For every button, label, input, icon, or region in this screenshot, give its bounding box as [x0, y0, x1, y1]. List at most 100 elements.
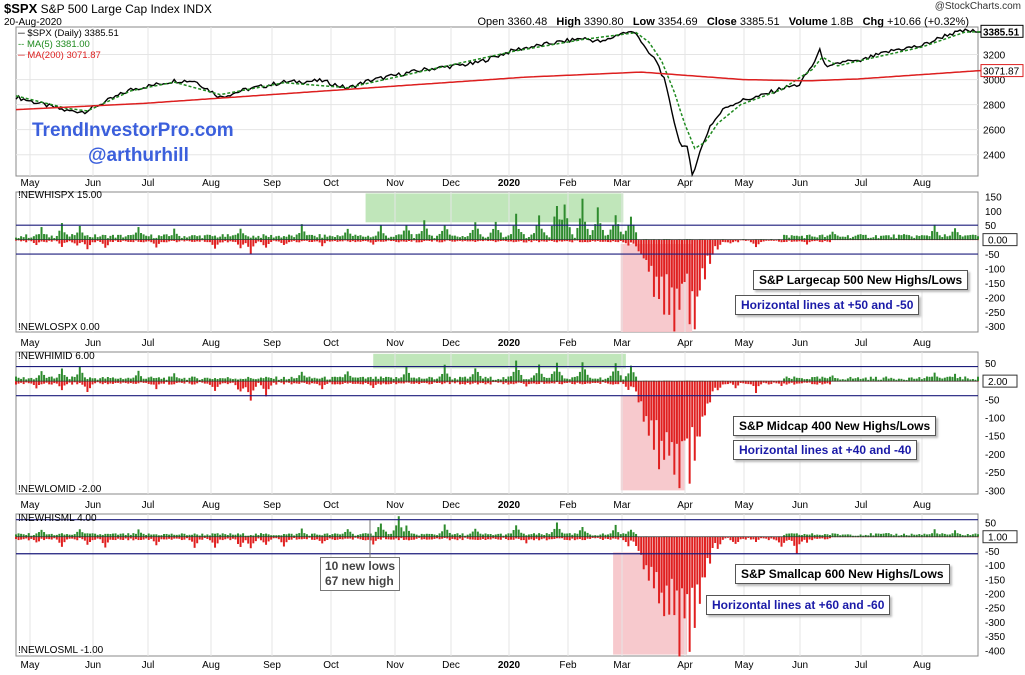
lows-bar — [550, 381, 553, 384]
highs-bar — [43, 374, 46, 382]
lows-bar — [229, 381, 232, 384]
highs-bar — [15, 376, 17, 382]
x-tick-label: Feb — [559, 338, 577, 349]
highs-bar — [203, 535, 206, 537]
lows-bar — [17, 536, 20, 541]
highs-bar — [124, 534, 127, 537]
lows-bar — [124, 381, 127, 384]
brand-handle: @arthurhill — [88, 145, 189, 166]
highs-bar — [43, 234, 46, 240]
highs-bar — [152, 534, 155, 537]
highs-bar — [318, 378, 321, 382]
highs-bar — [461, 236, 464, 240]
highs-bar — [846, 235, 849, 240]
lows-bar — [25, 239, 28, 243]
highs-bar — [45, 234, 48, 240]
highs-bar — [476, 228, 479, 240]
lows-bar — [612, 239, 615, 242]
lows-bar — [683, 239, 686, 283]
highs-bar — [316, 237, 319, 240]
lows-bar — [68, 381, 71, 383]
highs-bar — [89, 236, 91, 240]
lows-bar — [785, 239, 788, 242]
lows-bar — [681, 536, 683, 589]
highs-bar — [109, 534, 112, 537]
highs-bar — [864, 534, 867, 537]
lows-bar — [729, 239, 732, 244]
highs-bar — [938, 534, 941, 537]
lows-bar — [73, 239, 76, 244]
lows-bar — [696, 536, 699, 585]
lows-bar — [627, 381, 630, 390]
highs-bar — [527, 379, 530, 382]
y-tick-label: -50 — [985, 250, 1000, 261]
lows-bar — [122, 239, 125, 241]
y-tick-label: -200 — [985, 590, 1005, 601]
highs-bar — [507, 533, 510, 537]
lows-bar — [765, 381, 768, 384]
highs-bar — [367, 377, 370, 382]
highs-bar — [471, 531, 474, 537]
highs-bar — [512, 371, 515, 382]
lows-bar — [716, 381, 719, 391]
lows-bar — [806, 536, 809, 543]
lows-bar — [369, 536, 372, 541]
highs-bar — [122, 379, 125, 382]
highs-bar — [308, 535, 311, 537]
lows-bar — [816, 381, 819, 385]
lows-bar — [239, 536, 242, 547]
lows-bar — [650, 381, 653, 421]
highs-bar — [428, 376, 431, 382]
highs-bar — [910, 533, 913, 537]
highs-bar — [635, 376, 638, 382]
lows-bar — [673, 381, 676, 475]
highs-bar — [196, 534, 199, 537]
highs-bar — [785, 235, 788, 240]
lows-bar — [512, 536, 515, 540]
lows-bar — [755, 536, 757, 542]
highs-bar — [73, 534, 76, 537]
highs-bar — [58, 533, 61, 537]
highs-bar — [379, 376, 382, 382]
lows-bar — [742, 536, 745, 539]
lows-bar — [374, 536, 377, 541]
highs-bar — [132, 234, 135, 240]
lows-bar — [818, 381, 821, 383]
x-tick-label: Aug — [202, 178, 220, 189]
last-value-box — [980, 24, 1024, 38]
lows-bar — [129, 536, 132, 539]
highs-bar — [859, 534, 862, 537]
exchange: INDX — [183, 2, 212, 16]
highs-bar — [147, 377, 150, 382]
highs-bar — [538, 215, 541, 240]
highs-bar — [410, 234, 413, 240]
x-tick-label: Mar — [613, 500, 631, 511]
lows-bar — [563, 239, 566, 242]
highs-bar — [869, 237, 872, 240]
lows-bar — [601, 381, 604, 383]
lows-bar — [729, 536, 732, 541]
highs-bar — [170, 533, 173, 537]
lows-bar — [430, 536, 433, 540]
lows-bar — [249, 239, 252, 255]
highs-bar — [430, 235, 433, 240]
highs-bar — [311, 378, 313, 382]
highs-bar — [119, 377, 122, 382]
y-tick-label: 100 — [985, 207, 1002, 218]
lows-bar — [609, 381, 612, 385]
lows-bar — [63, 239, 66, 243]
open-value: 3360.48 — [507, 16, 548, 28]
highs-bar — [203, 235, 206, 240]
x-tick-label: Mar — [613, 660, 631, 671]
highs-bar — [627, 531, 630, 537]
lows-bar — [492, 239, 495, 242]
highs-bar — [892, 378, 895, 382]
highs-bar — [464, 237, 467, 240]
lows-bar — [693, 239, 696, 330]
x-tick-label: Jul — [142, 500, 155, 511]
lows-bar — [257, 381, 260, 383]
highs-bar — [961, 236, 964, 240]
highs-bar — [826, 235, 829, 240]
lows-bar — [293, 536, 296, 538]
lows-bar — [535, 239, 538, 241]
